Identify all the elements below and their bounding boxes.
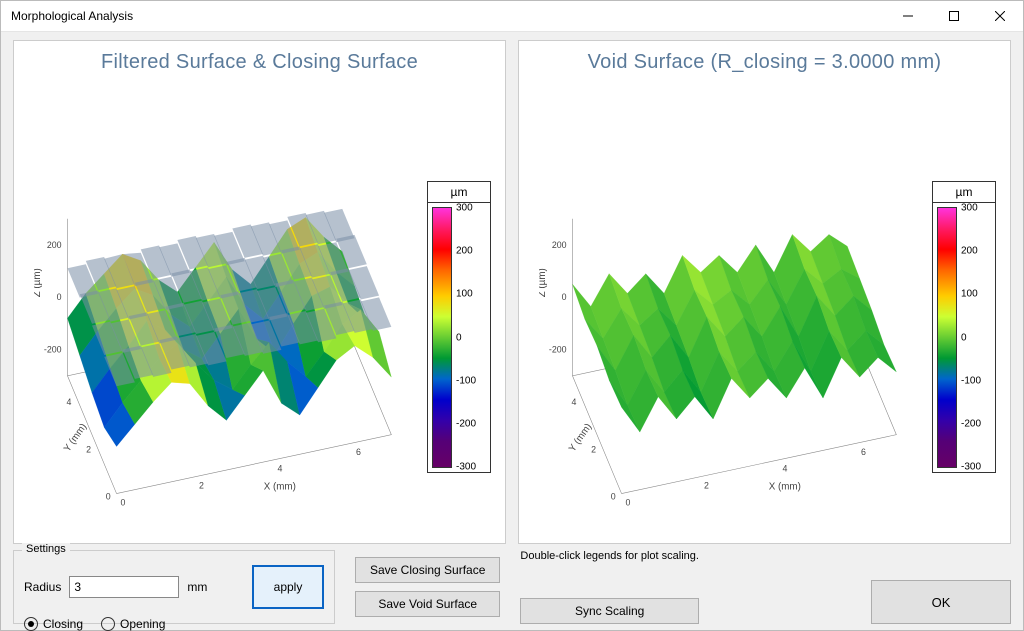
radio-opening-label: Opening	[120, 617, 165, 631]
settings-group: Settings Radius mm apply Closing Opening	[13, 550, 335, 624]
title-bar: Morphological Analysis	[1, 1, 1023, 32]
svg-text:200: 200	[552, 240, 567, 250]
radio-closing[interactable]: Closing	[24, 617, 83, 631]
svg-text:0: 0	[611, 491, 616, 501]
svg-text:Z (µm): Z (µm)	[34, 268, 43, 297]
plot-left-area: 0 2 4 6 0 2 4 -200 0 200 X (mm) Y (mm) Z (µm)	[34, 101, 415, 523]
plot-left-title: Filtered Surface & Closing Surface	[14, 51, 505, 74]
window-controls	[885, 1, 1023, 31]
plot-right[interactable]: Void Surface (R_closing = 3.0000 mm) 0 2 4…	[518, 40, 1011, 544]
svg-text:200: 200	[47, 240, 62, 250]
plot-right-area: 0 2 4 6 0 2 4 -200 0 200 X (mm) Y (mm) Z (µm)	[539, 101, 920, 523]
window-title: Morphological Analysis	[11, 9, 885, 23]
radio-opening-dot	[105, 621, 111, 627]
maximize-button[interactable]	[931, 1, 977, 31]
radio-closing-dot	[28, 621, 34, 627]
svg-text:6: 6	[861, 447, 866, 457]
svg-text:X (mm): X (mm)	[264, 482, 296, 493]
svg-text:-200: -200	[549, 345, 567, 355]
colorbar-left-ticks: 3002001000-100-200-300	[452, 203, 490, 472]
radius-unit: mm	[187, 580, 207, 594]
colorbar-right[interactable]: µm 3002001000-100-200-300	[932, 181, 996, 473]
svg-text:Y (mm): Y (mm)	[62, 422, 89, 454]
svg-text:2: 2	[591, 444, 596, 454]
svg-text:2: 2	[86, 444, 91, 454]
apply-button[interactable]: apply	[252, 565, 324, 609]
svg-text:X (mm): X (mm)	[769, 482, 801, 493]
svg-text:2: 2	[199, 481, 204, 491]
svg-text:2: 2	[704, 481, 709, 491]
colorbar-right-unit: µm	[933, 182, 995, 203]
svg-text:0: 0	[562, 292, 567, 302]
radius-label: Radius	[24, 580, 61, 594]
svg-text:4: 4	[66, 397, 71, 407]
svg-text:0: 0	[625, 497, 630, 507]
plot-right-title: Void Surface (R_closing = 3.0000 mm)	[519, 51, 1010, 74]
colorbar-left-gradient	[432, 207, 452, 468]
svg-text:0: 0	[106, 491, 111, 501]
svg-text:4: 4	[782, 464, 787, 474]
radius-input[interactable]	[69, 576, 179, 598]
svg-text:-200: -200	[44, 345, 62, 355]
save-closing-button[interactable]: Save Closing Surface	[355, 557, 500, 583]
radio-closing-label: Closing	[43, 617, 83, 631]
svg-text:Y (mm): Y (mm)	[567, 422, 594, 454]
colorbar-left-unit: µm	[428, 182, 490, 203]
minimize-button[interactable]	[885, 1, 931, 31]
plots-row: Filtered Surface & Closing Surface 02460…	[13, 40, 1011, 544]
colorbar-left[interactable]: µm 3002001000-100-200-300	[427, 181, 491, 473]
radio-opening[interactable]: Opening	[101, 617, 165, 631]
close-button[interactable]	[977, 1, 1023, 31]
scaling-hint: Double-click legends for plot scaling.	[520, 550, 699, 562]
plot-right-svg: 0 2 4 6 0 2 4 -200 0 200 X (mm) Y (mm) Z (µm)	[539, 101, 920, 523]
app-window: Morphological Analysis Filtered Surface …	[0, 0, 1024, 631]
content-area: Filtered Surface & Closing Surface 02460…	[1, 32, 1023, 630]
plot-left[interactable]: Filtered Surface & Closing Surface 02460…	[13, 40, 506, 544]
svg-text:0: 0	[57, 292, 62, 302]
colorbar-left-body: 3002001000-100-200-300	[428, 203, 490, 472]
plot-left-svg: 0 2 4 6 0 2 4 -200 0 200 X (mm) Y (mm) Z (µm)	[34, 101, 415, 523]
colorbar-right-ticks: 3002001000-100-200-300	[957, 203, 995, 472]
ok-button[interactable]: OK	[871, 580, 1011, 624]
save-column: Save Closing Surface Save Void Surface	[355, 550, 500, 624]
controls-row: Settings Radius mm apply Closing Opening	[13, 550, 1011, 624]
svg-text:4: 4	[571, 397, 576, 407]
settings-row-radius: Radius mm apply	[24, 565, 324, 609]
mid-column: Double-click legends for plot scaling. S…	[520, 550, 699, 624]
svg-text:4: 4	[277, 464, 282, 474]
sync-scaling-button[interactable]: Sync Scaling	[520, 598, 699, 624]
svg-text:6: 6	[356, 447, 361, 457]
settings-row-mode: Closing Opening	[24, 617, 324, 631]
colorbar-right-gradient	[937, 207, 957, 468]
save-void-button[interactable]: Save Void Surface	[355, 591, 500, 617]
settings-legend: Settings	[22, 543, 70, 555]
colorbar-right-body: 3002001000-100-200-300	[933, 203, 995, 472]
svg-text:0: 0	[120, 497, 125, 507]
svg-text:Z (µm): Z (µm)	[539, 268, 548, 297]
